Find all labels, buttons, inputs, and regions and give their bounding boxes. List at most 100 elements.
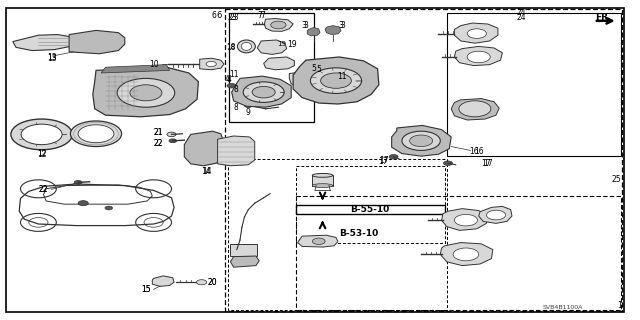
Circle shape [486,210,506,220]
Text: 19: 19 [287,40,296,49]
Text: B-55-10: B-55-10 [350,205,390,214]
Circle shape [410,135,433,147]
Circle shape [78,125,114,143]
Text: 22: 22 [38,185,48,194]
Text: 19: 19 [277,41,286,47]
Text: 17: 17 [379,156,389,165]
Text: 15: 15 [141,285,150,294]
Circle shape [453,248,479,261]
Text: 24: 24 [516,13,527,22]
Circle shape [244,104,252,108]
Text: 16: 16 [474,147,484,156]
Bar [312,175,333,186]
Polygon shape [451,99,499,120]
Text: 9: 9 [246,108,251,116]
Circle shape [105,206,113,210]
Circle shape [169,139,177,143]
Polygon shape [69,30,125,54]
Text: 5: 5 [316,65,321,74]
Circle shape [117,78,175,107]
Polygon shape [442,209,488,230]
Text: 10: 10 [149,60,159,68]
Text: 7: 7 [257,11,262,20]
Circle shape [321,73,351,88]
Circle shape [206,61,216,67]
Text: B-53-10: B-53-10 [339,229,378,238]
Circle shape [402,131,440,150]
Circle shape [11,119,72,150]
Circle shape [310,68,362,93]
Circle shape [74,180,82,184]
Text: 17: 17 [378,157,388,166]
Text: 21: 21 [154,128,163,137]
Text: 23: 23 [228,13,237,22]
Text: 3: 3 [340,21,346,30]
Polygon shape [440,243,493,266]
Circle shape [312,238,325,244]
Bar [296,166,445,243]
Text: 16: 16 [468,147,479,156]
Text: 20: 20 [208,278,218,287]
Circle shape [167,132,176,137]
Text: SVB4B1100A: SVB4B1100A [543,305,584,310]
Text: 6: 6 [211,11,216,20]
Circle shape [78,201,88,206]
Text: 4: 4 [227,75,232,84]
Text: 3: 3 [303,21,308,30]
Ellipse shape [312,173,333,177]
Text: 20: 20 [208,278,218,287]
Polygon shape [454,46,502,66]
Circle shape [271,21,286,29]
Text: 24: 24 [516,8,527,17]
Polygon shape [264,19,293,31]
Polygon shape [257,40,287,54]
Bar [229,13,314,122]
Text: 17: 17 [483,159,493,168]
Polygon shape [93,67,198,117]
Circle shape [21,124,62,145]
Text: 22: 22 [38,185,48,194]
Circle shape [444,161,452,165]
Text: 3: 3 [301,21,306,30]
Polygon shape [184,131,224,166]
Text: 6: 6 [216,11,221,20]
Ellipse shape [256,86,275,93]
Text: 4: 4 [225,75,230,84]
Text: 21: 21 [154,128,163,137]
Bar [225,9,622,311]
Text: 22: 22 [154,139,163,148]
Text: 12: 12 [37,150,46,159]
Circle shape [227,84,236,88]
Ellipse shape [250,84,282,96]
Text: 11: 11 [229,70,238,79]
Ellipse shape [312,184,333,188]
Text: 18: 18 [227,44,236,50]
Polygon shape [200,58,224,70]
Polygon shape [479,206,512,223]
Polygon shape [152,276,174,286]
Text: 8: 8 [234,85,239,94]
Bar [296,196,621,310]
Polygon shape [218,136,255,166]
Bar [230,244,257,256]
Polygon shape [230,256,259,267]
Text: 22: 22 [154,139,163,148]
Circle shape [454,214,477,226]
Text: FR.: FR. [595,13,611,22]
Polygon shape [392,125,451,156]
Polygon shape [289,71,323,87]
Text: 17: 17 [481,159,492,168]
Polygon shape [293,57,379,104]
Text: 3: 3 [338,21,343,30]
Text: 25: 25 [611,175,621,184]
Polygon shape [232,76,291,107]
Text: 13: 13 [47,53,58,62]
Text: 14: 14 [202,167,212,176]
Circle shape [467,51,490,63]
Text: 1: 1 [618,301,622,310]
Text: 14: 14 [201,167,211,176]
Ellipse shape [237,40,255,53]
Bar [296,205,445,214]
Text: 11: 11 [338,72,347,81]
Polygon shape [307,28,320,36]
